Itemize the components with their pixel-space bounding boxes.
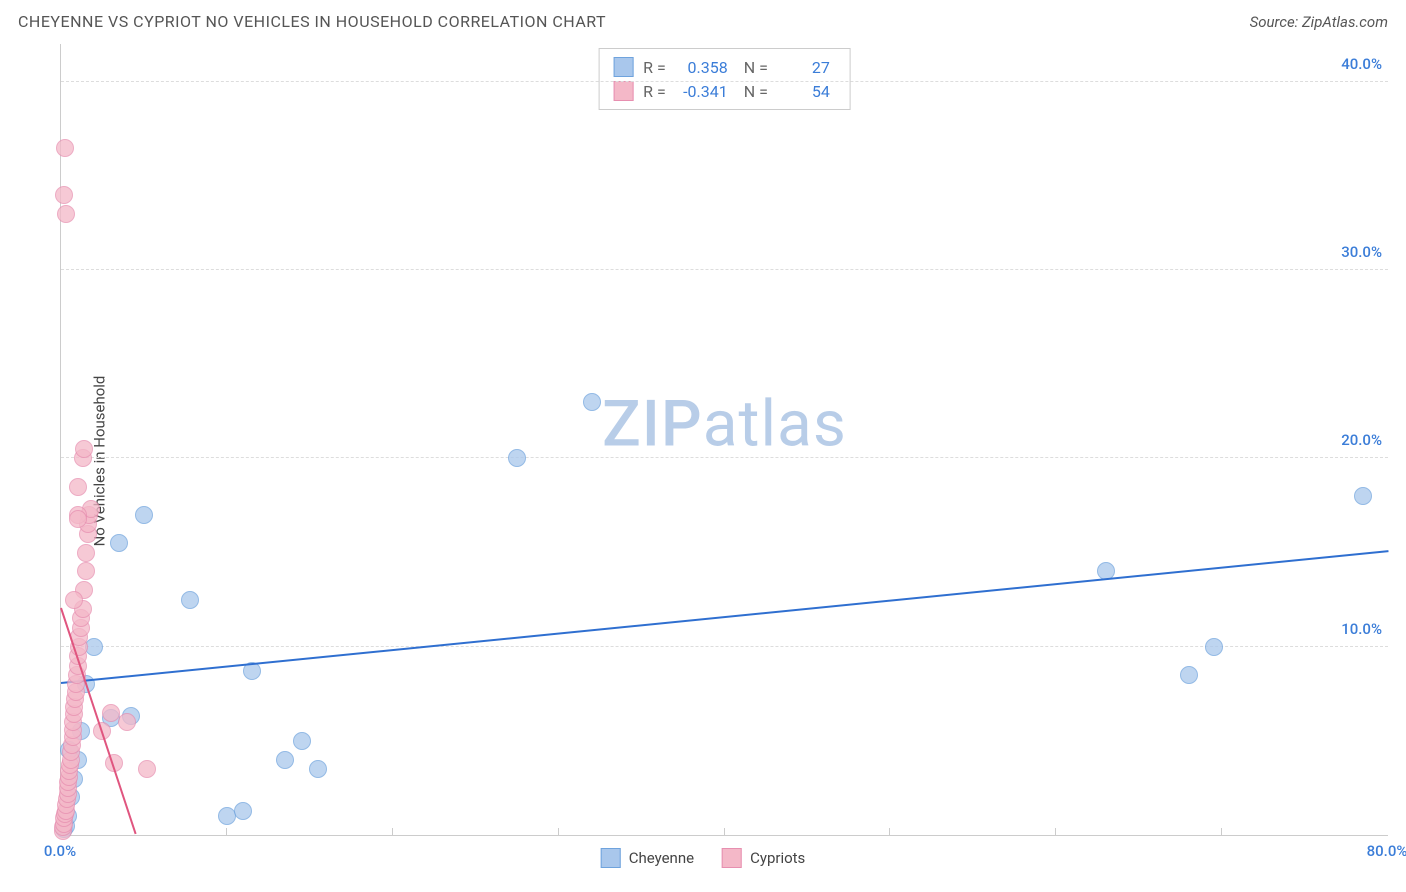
x-minor-tick xyxy=(558,828,559,836)
trend-line xyxy=(61,551,1388,685)
data-point xyxy=(234,802,252,820)
legend-n-value: 27 xyxy=(778,58,836,77)
x-minor-tick xyxy=(1055,828,1056,836)
x-minor-tick xyxy=(392,828,393,836)
data-point xyxy=(102,704,120,722)
x-minor-tick xyxy=(724,828,725,836)
data-point xyxy=(69,478,87,496)
x-minor-tick xyxy=(1221,828,1222,836)
legend-r-value: -0.341 xyxy=(676,82,734,101)
x-tick-label: 0.0% xyxy=(44,842,76,860)
gridline-h xyxy=(61,646,1388,647)
legend-swatch xyxy=(613,81,633,101)
data-point xyxy=(77,544,95,562)
data-point xyxy=(1354,487,1372,505)
plot-region: ZIPatlas R = 0.358 N = 27 R = -0.341 N = 54 10.… xyxy=(60,44,1388,836)
chart-area: No Vehicles in Household ZIPatlas R =0.3… xyxy=(18,44,1388,878)
x-minor-tick xyxy=(226,828,227,836)
watermark: ZIPatlas xyxy=(602,386,847,461)
watermark-atlas: atlas xyxy=(703,386,847,461)
data-point xyxy=(508,449,526,467)
legend-r-value: 0.358 xyxy=(676,58,734,77)
legend-r-label: R = xyxy=(643,58,666,77)
series-legend-item: Cheyenne xyxy=(601,848,694,868)
x-minor-tick xyxy=(889,828,890,836)
data-point xyxy=(138,760,156,778)
gridline-h xyxy=(61,457,1388,458)
correlation-legend: R = 0.358 N = 27 R = -0.341 N = 54 xyxy=(598,48,851,110)
watermark-zip: ZIP xyxy=(602,386,703,461)
series-legend: Cheyenne Cypriots xyxy=(601,848,806,868)
data-point xyxy=(293,732,311,750)
data-point xyxy=(135,506,153,524)
data-point xyxy=(118,713,136,731)
data-point xyxy=(1180,666,1198,684)
legend-swatch xyxy=(613,57,633,77)
x-tick-label: 80.0% xyxy=(1367,842,1406,860)
legend-r-label: R = xyxy=(643,82,666,101)
legend-n-label: N = xyxy=(744,82,768,101)
data-point xyxy=(309,760,327,778)
y-tick-label: 20.0% xyxy=(1341,431,1382,449)
legend-swatch xyxy=(601,848,621,868)
data-point xyxy=(181,591,199,609)
series-legend-item: Cypriots xyxy=(722,848,805,868)
data-point xyxy=(77,562,95,580)
data-point xyxy=(56,139,74,157)
data-point xyxy=(55,186,73,204)
series-name: Cypriots xyxy=(750,849,805,867)
data-point xyxy=(65,591,83,609)
legend-row: R = -0.341 N = 54 xyxy=(613,79,836,103)
data-point xyxy=(218,807,236,825)
gridline-h xyxy=(61,81,1388,82)
chart-title: CHEYENNE VS CYPRIOT NO VEHICLES IN HOUSE… xyxy=(18,12,606,31)
data-point xyxy=(110,534,128,552)
data-point xyxy=(583,393,601,411)
chart-source: Source: ZipAtlas.com xyxy=(1250,13,1388,31)
legend-n-value: 54 xyxy=(778,82,836,101)
y-tick-label: 30.0% xyxy=(1341,243,1382,261)
data-point xyxy=(1205,638,1223,656)
y-tick-label: 40.0% xyxy=(1341,55,1382,73)
data-point xyxy=(75,440,93,458)
legend-n-label: N = xyxy=(744,58,768,77)
data-point xyxy=(57,205,75,223)
legend-row: R = 0.358 N = 27 xyxy=(613,55,836,79)
data-point xyxy=(69,510,87,528)
data-point xyxy=(276,751,294,769)
y-tick-label: 10.0% xyxy=(1341,620,1382,638)
series-name: Cheyenne xyxy=(629,849,694,867)
gridline-h xyxy=(61,269,1388,270)
legend-swatch xyxy=(722,848,742,868)
